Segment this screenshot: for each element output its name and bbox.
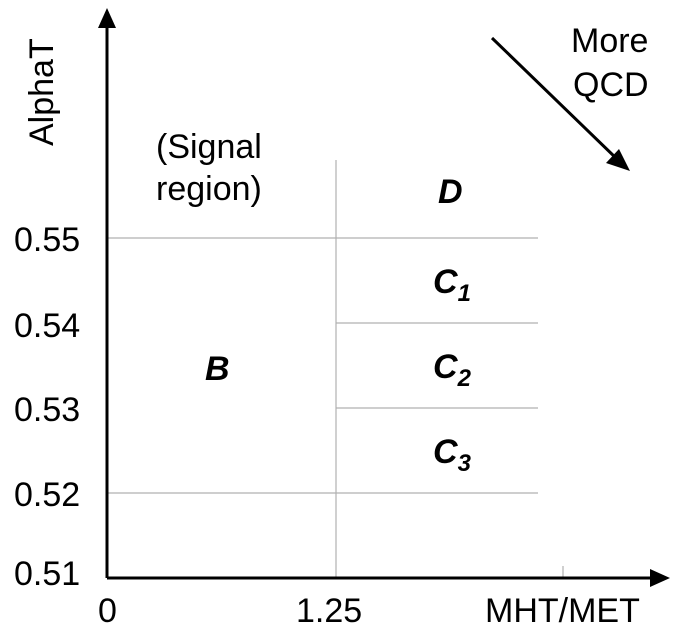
more-qcd-arrowhead (606, 149, 630, 171)
qcd-annotation-line2: QCD (573, 66, 649, 104)
qcd-annotation-line1: More (571, 22, 648, 60)
region-letter-c3: C (433, 433, 458, 471)
x-tick-label: 1.25 (296, 592, 362, 630)
region-subscript-c1: 1 (458, 280, 471, 307)
y-tick-label: 0.52 (14, 476, 80, 514)
y-axis-arrowhead (98, 8, 116, 28)
y-tick-label: 0.54 (14, 307, 80, 345)
signal-note-line1: (Signal (156, 128, 262, 166)
region-letter-c1: C (433, 263, 458, 301)
region-label-d: D (438, 173, 463, 211)
y-tick-label: 0.51 (14, 555, 80, 593)
region-subscript-c2: 2 (457, 365, 472, 392)
y-tick-label: 0.55 (14, 221, 80, 259)
region-label-c1: C1 (433, 263, 471, 307)
signal-note-line2: region) (156, 170, 262, 208)
region-label-b: B (205, 350, 230, 388)
y-tick-label: 0.53 (14, 391, 80, 429)
x-axis-label: MHT/MET (485, 592, 640, 630)
more-qcd-arrow (490, 36, 620, 162)
region-label-c2: C2 (433, 348, 472, 392)
region-label-c3: C3 (433, 433, 472, 477)
x-tick-label: 0 (98, 592, 117, 630)
region-letter-c2: C (433, 348, 458, 386)
x-axis-arrowhead (650, 569, 670, 587)
region-subscript-c3: 3 (458, 450, 472, 477)
y-axis-label: AlphaT (23, 38, 61, 146)
